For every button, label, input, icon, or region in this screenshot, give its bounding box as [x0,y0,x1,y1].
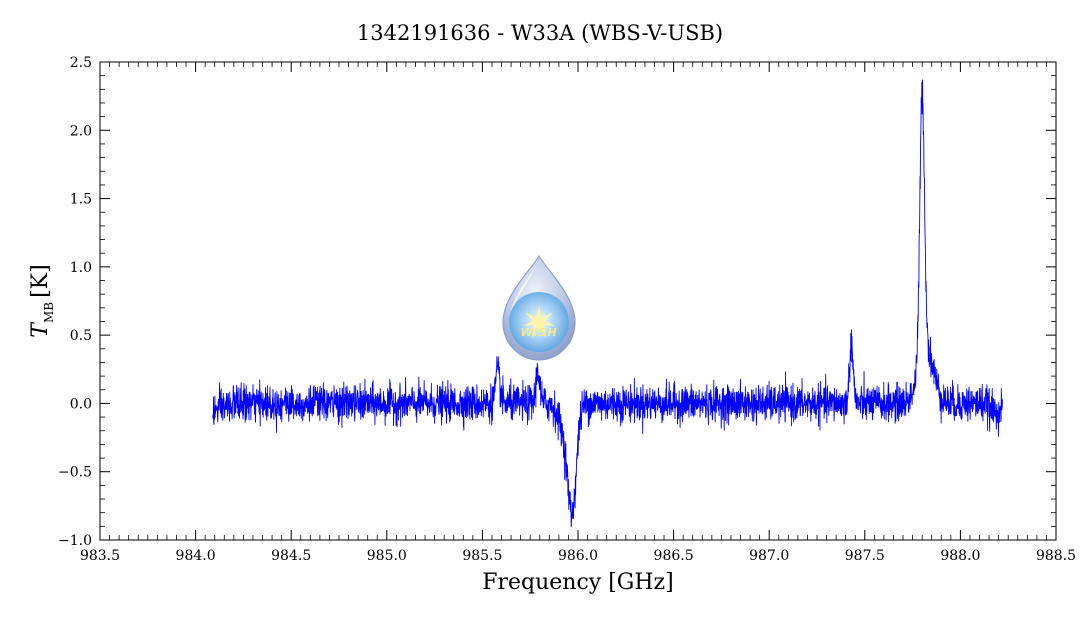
chart-title: 1342191636 - W33A (WBS-V-USB) [357,21,723,45]
y-tick-label: 1.5 [70,192,92,208]
x-tick-label: 985.0 [367,548,407,564]
y-tick-label: 1.0 [70,260,92,276]
y-axis-label-sub: MB [42,302,56,323]
y-tick-label: 0.0 [70,396,92,412]
svg-text:TMB[K]: TMB [K] [28,264,56,337]
y-axis-label-unit: [K] [28,264,53,298]
x-tick-label: 986.0 [558,548,598,564]
x-tick-label: 987.5 [845,548,885,564]
series-line [212,79,1003,528]
y-axis-label-main: T [28,321,53,338]
x-tick-labels: 983.5 984.0 984.5 985.0 985.5 986.0 986.5 987.0… [80,548,1076,564]
y-tick-labels: −1.0 −0.5 0.0 0.5 1.0 1.5 2.0 2.5 [58,55,92,549]
x-tick-label: 983.5 [80,548,120,564]
x-tick-label: 988.5 [1036,548,1076,564]
x-tick-label: 986.5 [654,548,694,564]
wish-logo-text: WISH [520,326,557,339]
x-tick-label: 985.5 [462,548,502,564]
y-tick-label: 2.0 [70,123,92,139]
y-tick-label: −0.5 [58,465,92,481]
x-tick-label: 987.0 [749,548,789,564]
y-tick-label: 0.5 [70,328,92,344]
y-axis-label: TMB [K] [28,264,56,337]
x-tick-label: 988.0 [940,548,980,564]
x-tick-label: 984.0 [176,548,216,564]
y-tick-label: −1.0 [58,533,92,549]
axis-ticks [99,61,1057,541]
x-axis-label: Frequency [GHz] [482,570,674,595]
wish-logo-icon: WISH [502,254,576,361]
x-tick-label: 984.5 [271,548,311,564]
y-tick-label: 2.5 [70,55,92,71]
plot-frame [99,61,1057,541]
